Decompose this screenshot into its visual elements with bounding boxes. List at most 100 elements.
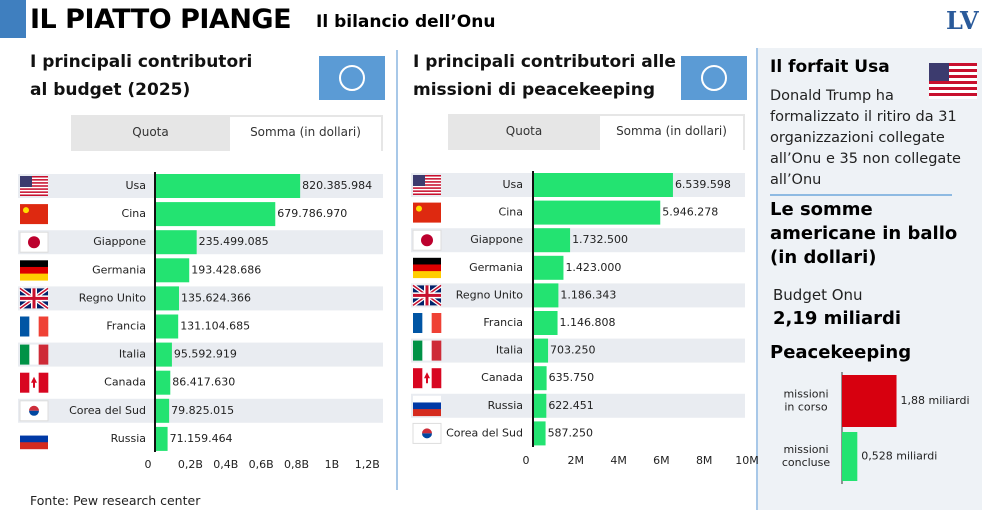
value-label: 71.159.464	[170, 432, 233, 445]
page-title: IL PIATTO PIANGE	[30, 4, 292, 35]
flag-part	[38, 344, 49, 365]
tab[interactable]: Quota	[132, 125, 169, 139]
flag-part	[413, 178, 441, 180]
flag	[20, 344, 49, 365]
value-label: 131.104.685	[180, 320, 250, 333]
flag-part	[413, 340, 423, 361]
x-tick-label: 0,4B	[213, 458, 238, 471]
flag-part	[29, 405, 39, 411]
row-band	[411, 283, 745, 308]
flag-part	[20, 428, 48, 436]
flag-part	[431, 368, 442, 389]
page-subtitle: Il bilancio dell’Onu	[316, 12, 496, 32]
value-label: 5.946.278	[662, 206, 718, 219]
category-label: Giappone	[470, 233, 523, 246]
category-label: Italia	[119, 348, 146, 361]
category-label: Corea del Sud	[446, 426, 523, 439]
bar	[842, 375, 897, 427]
tab[interactable]: Quota	[505, 124, 543, 138]
row-band	[411, 393, 745, 418]
flag	[19, 231, 49, 253]
bar	[842, 432, 858, 481]
flag-part	[23, 207, 29, 214]
flag-part	[413, 193, 441, 195]
flag-part	[20, 191, 48, 193]
x-tick-label: 6M	[653, 454, 670, 467]
category-label: missioni concluse	[782, 443, 831, 469]
flag	[19, 400, 49, 422]
flag-part	[20, 316, 30, 337]
row-band	[18, 398, 383, 423]
flag	[413, 368, 442, 389]
bar	[155, 258, 190, 283]
flag-part	[413, 293, 441, 297]
category-label: Canada	[481, 371, 523, 384]
chart-title: I principali contributori al budget (202…	[30, 52, 253, 100]
flag-part	[416, 205, 422, 212]
flag-part	[413, 175, 425, 186]
flag-part	[413, 184, 441, 186]
bar	[533, 311, 558, 335]
flag-part	[422, 433, 432, 439]
category-label: Corea del Sud	[69, 404, 146, 417]
flag-part	[20, 179, 48, 181]
flag-part	[20, 188, 48, 190]
flag-part	[413, 402, 441, 410]
category-label: Cina	[122, 207, 146, 220]
flag-part	[413, 313, 423, 333]
flag-part	[20, 442, 48, 450]
sidebar-subtitle: Le somme americane in ballo (in dollari)	[770, 199, 958, 268]
bar	[533, 255, 564, 280]
category-label: Usa	[125, 179, 146, 192]
bar	[533, 421, 546, 446]
flag-part	[29, 410, 39, 416]
category-label: Giappone	[93, 235, 146, 248]
x-tick-label: 2M	[568, 454, 585, 467]
flag-part	[413, 271, 441, 279]
bar	[533, 200, 661, 225]
x-tick-label: 10M	[735, 454, 759, 467]
category-label: Russia	[488, 399, 523, 412]
bar	[155, 398, 170, 423]
value-label: 135.624.366	[181, 291, 251, 304]
value-label: 679.786.970	[277, 207, 347, 220]
flag	[413, 395, 441, 417]
bar	[533, 173, 673, 197]
x-tick-label: 0,8B	[284, 458, 309, 471]
flag-part	[431, 340, 442, 361]
sidebar-title: Il forfait Usa	[770, 57, 890, 77]
chart-title: I principali contributori alle missioni …	[413, 52, 676, 100]
row-band	[18, 342, 383, 367]
flag-part	[20, 296, 48, 300]
flag-part	[20, 260, 48, 268]
bar	[533, 338, 549, 363]
category-label-line: missioni	[783, 443, 828, 456]
source: Fonte: Pew research center	[30, 493, 201, 508]
un-flag	[681, 56, 747, 100]
tab[interactable]: Somma (in dollari)	[616, 124, 727, 138]
flag	[20, 428, 48, 450]
value-label: 622.451	[548, 399, 594, 412]
flag-part	[31, 376, 37, 388]
budget-value: 2,19 miliardi	[773, 308, 902, 329]
row-band	[411, 338, 745, 363]
flag-part	[422, 428, 432, 434]
x-tick-label: 0	[145, 458, 152, 471]
flag	[20, 372, 49, 393]
flag-part	[413, 202, 441, 223]
category-label: Canada	[104, 376, 146, 389]
x-tick-label: 1,2B	[355, 458, 380, 471]
flag-part	[20, 194, 48, 196]
bar	[155, 426, 168, 451]
bar	[155, 342, 172, 367]
sidebar-text: Donald Trump ha formalizzato il ritiro d…	[770, 88, 961, 188]
flag-part	[413, 190, 441, 192]
category-label: Italia	[496, 344, 523, 357]
category-label: Russia	[111, 432, 146, 445]
flag	[412, 422, 442, 444]
value-label: 1.146.808	[560, 316, 616, 329]
flag	[20, 260, 48, 281]
flag-part	[20, 372, 30, 393]
tab[interactable]: Somma (in dollari)	[250, 125, 361, 139]
